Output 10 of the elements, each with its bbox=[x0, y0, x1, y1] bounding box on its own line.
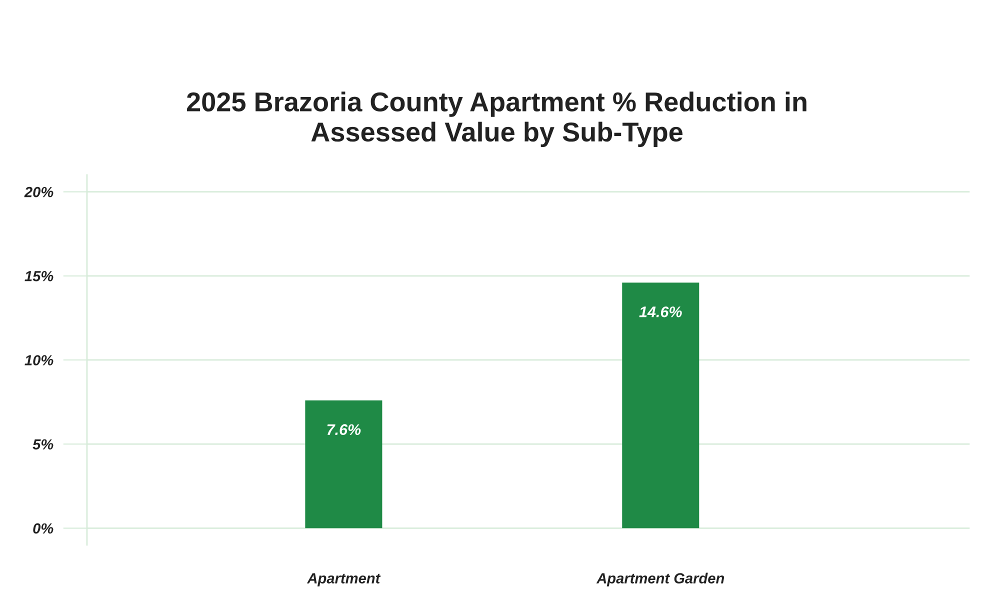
y-tick-label: 15% bbox=[24, 271, 54, 282]
y-tick-label: 10% bbox=[24, 355, 54, 366]
data-label: 14.6% bbox=[639, 306, 682, 318]
y-tick-label: 20% bbox=[24, 186, 54, 198]
chart-title: 2025 Brazoria County Apartment % Reduction in Assessed Value by Sub-Type bbox=[186, 92, 806, 148]
y-tick-label: 0% bbox=[33, 523, 54, 534]
data-label: 7.6% bbox=[327, 424, 361, 435]
x-tick-label: Apartment bbox=[306, 573, 381, 586]
y-tick-label: 5% bbox=[32, 439, 54, 450]
x-tick-label: Apartment Garden bbox=[596, 572, 724, 586]
